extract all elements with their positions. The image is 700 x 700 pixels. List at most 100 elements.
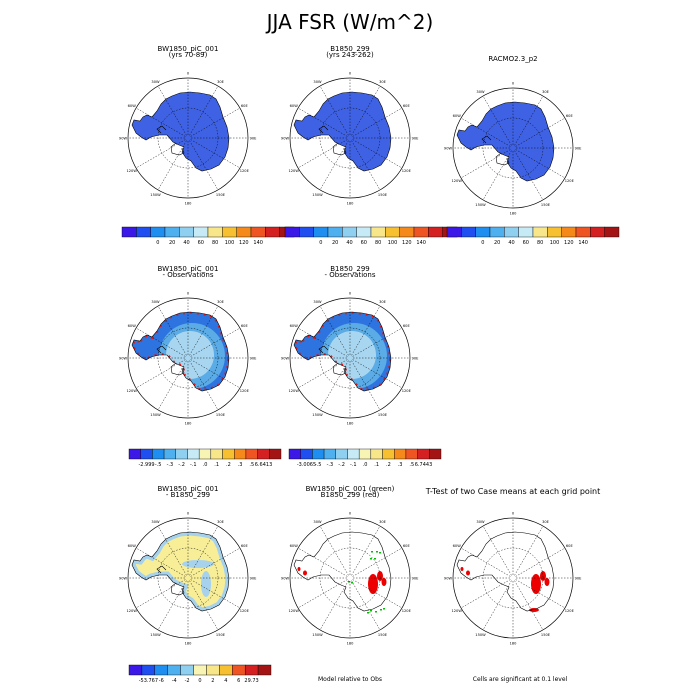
longitude-label: 150W xyxy=(475,633,486,637)
colorbar-main-1: 0 20 40 60 80 100 120 140 xyxy=(121,226,295,246)
colorbar-box xyxy=(284,226,300,238)
colorbar-box xyxy=(347,448,360,460)
colorbar-box xyxy=(532,226,548,238)
graticule xyxy=(290,78,410,198)
colorbar-label: 100 xyxy=(225,240,235,246)
meridian xyxy=(157,525,187,576)
colorbar-box xyxy=(417,448,430,460)
colorbar-box xyxy=(429,448,442,460)
colorbar-label: 60 xyxy=(361,240,367,246)
significance-cell xyxy=(351,582,353,584)
longitude-label: 60E xyxy=(403,324,411,328)
meridian xyxy=(319,85,349,136)
panel-title: B1850_299 xyxy=(330,265,370,273)
longitude-label: 120W xyxy=(126,389,137,393)
significance-cell xyxy=(374,558,376,560)
meridian xyxy=(482,525,512,576)
meridian xyxy=(135,579,186,609)
colorbar-label: 0 xyxy=(319,240,322,246)
colorbar-label: -2.999 xyxy=(138,462,154,468)
meridian xyxy=(297,547,348,577)
panel-racmo-climatology: RACMO2.3_p2 0 30E 60E 90E 120E 150E 180 150W 120… xyxy=(413,56,613,236)
meridian xyxy=(297,579,348,609)
colorbar-box xyxy=(152,448,165,460)
colorbar-label: 80 xyxy=(212,240,218,246)
longitude-label: 180 xyxy=(510,212,518,216)
meridian xyxy=(351,305,381,356)
meridian xyxy=(297,359,348,389)
colorbar-box xyxy=(121,226,137,238)
longitude-label: 0 xyxy=(187,512,190,516)
meridian xyxy=(515,149,566,179)
longitude-label: 60E xyxy=(566,544,574,548)
longitude-label: 60E xyxy=(566,114,574,118)
colorbar-box xyxy=(265,226,280,238)
panel-model-difference: BW1850_piC_001 - B1850_299 0 30E 60E 90E 120… xyxy=(88,486,288,666)
colorbar-box xyxy=(327,226,343,238)
longitude-label: 150E xyxy=(216,633,226,637)
longitude-label: 120W xyxy=(288,609,299,613)
longitude-label: 30E xyxy=(379,80,387,84)
colorbar-label: 80 xyxy=(537,240,543,246)
colorbar-box xyxy=(180,664,194,676)
colorbar-label: .5 xyxy=(249,462,254,468)
panel-b1850-climatology: B1850_299 (yrs 243-262) 0 30E 60E 90E 120E 15… xyxy=(250,46,450,226)
colorbar-box xyxy=(413,226,429,238)
meridian xyxy=(297,107,348,137)
longitude-label: 90W xyxy=(444,147,453,151)
ice-shelf-line xyxy=(170,582,185,596)
longitude-label: 90E xyxy=(250,137,258,141)
meridian xyxy=(482,150,512,201)
ice-shelf-line xyxy=(156,565,167,574)
colorbar-box xyxy=(269,448,282,460)
colorbar-box xyxy=(299,226,314,238)
colorbar-label: 0 xyxy=(156,240,159,246)
longitude-label: 90W xyxy=(119,137,128,141)
longitude-label: 120W xyxy=(288,169,299,173)
colorbar-label: 40 xyxy=(346,240,352,246)
polar-map: 0 30E 60E 90E 120E 150E 180 150W 120W 90W 60W 30W xyxy=(444,82,582,216)
significance-cell xyxy=(376,551,378,553)
colorbar-label: -2 xyxy=(185,678,190,684)
colorbar-label: .0 xyxy=(203,462,208,468)
panel-ttest: T-Test of two Case means at each grid po… xyxy=(413,486,613,666)
ice-shelf-line xyxy=(481,135,492,144)
diff-negative-patch xyxy=(182,560,214,568)
longitude-label: 150E xyxy=(541,203,551,207)
longitude-label: 120W xyxy=(451,179,462,183)
colorbar-box xyxy=(358,448,372,460)
longitude-label: 90E xyxy=(250,357,258,361)
colorbar-box xyxy=(163,448,176,460)
polar-map: 0 30E 60E 90E 120E 150E 180 150W 120W 90W 60W 30W xyxy=(444,512,582,646)
longitude-label: 180 xyxy=(347,422,355,426)
map-boundary xyxy=(127,297,249,419)
meridian xyxy=(135,327,186,357)
longitude-label: 150W xyxy=(150,413,161,417)
longitude-label: 30E xyxy=(542,520,550,524)
longitude-label: 0 xyxy=(349,512,352,516)
longitude-label: 30E xyxy=(217,520,225,524)
polar-map: 0 30E 60E 90E 120E 150E 180 150W 120W 90W 60W 30W xyxy=(119,72,258,206)
colorbar-bias-1: -2.999 -.5 -.3 -.2 -.1 .0 .1 .2 .3 .5 6.6413 xyxy=(128,448,282,468)
meridian xyxy=(135,139,186,169)
meridian xyxy=(157,305,187,356)
colorbar-label: 2 xyxy=(211,678,214,684)
colorbar-box xyxy=(475,226,491,238)
polar-map: 0 30E 60E 90E 120E 150E 180 150W 120W 90W 60W 30W xyxy=(281,292,419,426)
longitude-label: 30E xyxy=(217,300,225,304)
panel-title: B1850_299 xyxy=(330,45,370,53)
panel-bw1850-climatology: BW1850_piC_001 (yrs 70-89) 0 30E 60E 90E 120… xyxy=(88,46,288,226)
longitude-label: 0 xyxy=(187,292,190,296)
ice-shelf-line xyxy=(156,345,167,354)
longitude-label: 150W xyxy=(312,193,323,197)
meridian xyxy=(189,85,219,136)
polar-map: 0 30E 60E 90E 120E 150E 180 150W 120W 90W 60W 30W xyxy=(119,512,257,646)
meridian xyxy=(460,547,511,577)
longitude-label: 60E xyxy=(241,324,249,328)
longitude-label: 90E xyxy=(412,577,420,581)
colorbar-label: -.2 xyxy=(338,462,345,468)
longitude-label: 120E xyxy=(402,609,412,613)
longitude-label: 90W xyxy=(281,137,290,141)
longitude-label: 120E xyxy=(240,389,250,393)
colorbar-label: -4 xyxy=(172,678,177,684)
